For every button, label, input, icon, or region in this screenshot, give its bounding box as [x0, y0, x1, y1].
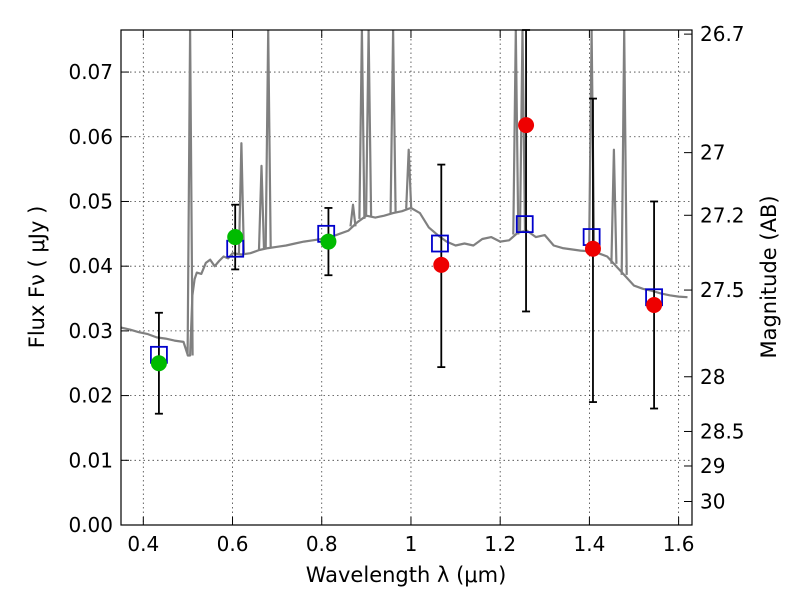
y-tick-label: 0.06 — [68, 125, 113, 149]
nondetection-point — [518, 117, 535, 134]
model-emission-line — [358, 30, 366, 219]
plot-frame — [120, 29, 693, 526]
model-emission-line — [237, 142, 245, 255]
right-tick-label: 26.7 — [700, 22, 745, 46]
x-tick-label: 1.4 — [573, 532, 605, 556]
right-axis-title: Magnitude (AB) — [757, 195, 781, 358]
y-axis-title: Flux Fν ( μJy ) — [25, 206, 49, 349]
x-tick-label: 0.8 — [306, 532, 338, 556]
x-tick-label: 1 — [405, 532, 418, 556]
model-emission-line — [512, 30, 520, 235]
right-tick-label: 27 — [700, 141, 725, 165]
right-tick-label: 30 — [700, 490, 725, 514]
model-emission-line — [620, 30, 628, 275]
model-spectrum-line — [121, 206, 688, 357]
model-spectrum — [121, 30, 688, 357]
y-tick-label: 0.03 — [68, 319, 113, 343]
nondetection-point — [646, 297, 663, 313]
x-axis-title: Wavelength λ (μm) — [306, 563, 507, 587]
grid-lines — [121, 30, 692, 526]
right-tick-label: 28.5 — [700, 419, 745, 443]
model-emission-line — [405, 148, 413, 209]
right-tick-label: 27.2 — [700, 203, 745, 227]
detection-point — [227, 229, 244, 246]
model-emission-line — [389, 30, 397, 214]
y-tick-label: 0.07 — [68, 60, 113, 84]
right-tick-label: 27.5 — [700, 278, 745, 302]
y-tick-label: 0.01 — [68, 448, 113, 472]
model-emission-line — [610, 148, 618, 264]
model-emission-line — [518, 30, 527, 232]
y-tick-label: 0.04 — [68, 254, 113, 278]
x-tick-label: 1.6 — [663, 532, 695, 556]
model-emission-line — [349, 203, 357, 227]
right-tick-label: 28 — [700, 365, 725, 389]
model-emission-line — [186, 30, 194, 356]
detection-point — [320, 233, 337, 250]
y-tick-label: 0.02 — [68, 384, 113, 408]
y-tick-label: 0.00 — [68, 513, 113, 537]
y-tick-label: 0.05 — [68, 189, 113, 213]
axis-ticks — [121, 30, 692, 526]
x-tick-label: 0.4 — [127, 532, 159, 556]
right-tick-label: 29 — [700, 454, 725, 478]
nondetection-point — [433, 256, 450, 273]
x-tick-label: 1.2 — [484, 532, 516, 556]
model-emission-line — [264, 30, 272, 249]
model-emission-line — [365, 30, 373, 217]
model-photometry-square — [431, 234, 449, 253]
model-emission-line — [257, 164, 266, 250]
photometry-points — [150, 117, 663, 372]
error-bars — [154, 29, 659, 415]
tick-labels: 0.4 0.6 0.8 1 1.2 1.4 1.6 0.00 0.01 0.02 0.03 0.04 0… — [68, 22, 744, 556]
x-tick-label: 0.6 — [217, 532, 249, 556]
nondetection-point — [584, 240, 601, 257]
model-photometry-square — [515, 215, 534, 234]
detection-point — [150, 355, 167, 372]
